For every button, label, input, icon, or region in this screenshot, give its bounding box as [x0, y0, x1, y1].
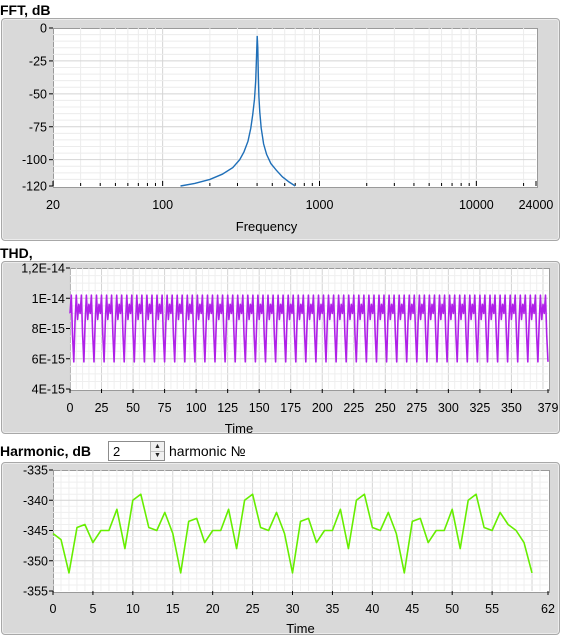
thd-x-tick-label: 0 [67, 401, 74, 415]
spin-down-icon[interactable]: ▼ [154, 452, 161, 459]
thd-series-line [69, 294, 549, 363]
thd-x-tick-label: 100 [186, 401, 207, 415]
thd-x-tick-label: 275 [406, 401, 427, 415]
fft-y-tick-label: 0 [40, 22, 47, 36]
fft-y-tick-label: -50 [29, 87, 47, 101]
harmonic-x-axis-label: Time [286, 621, 314, 635]
harmonic-x-tick-label: 5 [89, 602, 96, 616]
harmonic-y-tick-label: -355 [23, 585, 48, 599]
thd-y-tick-label: 4E-15 [32, 383, 65, 397]
fft-y-tick-label: -75 [29, 120, 47, 134]
harmonic-x-tick-label: 25 [246, 602, 260, 616]
harmonic-x-tick-label: 0 [50, 602, 57, 616]
thd-y-tick-label: 1,2E-14 [21, 262, 65, 276]
harmonic-x-tick-label: 20 [206, 602, 220, 616]
harmonic-x-tick-label: 30 [286, 602, 300, 616]
harmonic-x-tick-label: 15 [166, 602, 180, 616]
thd-x-axis-label: Time [225, 421, 253, 436]
thd-y-tick-label: 8E-15 [32, 322, 65, 336]
thd-x-tick-label: 379 [538, 401, 559, 415]
fft-y-tick-label: -100 [22, 153, 47, 167]
thd-x-tick-label: 350 [501, 401, 522, 415]
fft-x-tick-label: 24000 [519, 198, 554, 212]
harmonic-x-tick-label: 55 [485, 602, 499, 616]
harmonic-y-tick-label: -335 [23, 464, 48, 478]
harmonic-title: Harmonic, dB [0, 443, 92, 459]
thd-x-tick-label: 225 [343, 401, 364, 415]
thd-x-tick-label: 125 [217, 401, 238, 415]
fft-x-tick-label: 10000 [459, 198, 494, 212]
harmonic-x-tick-label: 50 [445, 602, 459, 616]
harmonic-x-tick-label: 35 [325, 602, 339, 616]
harmonic-x-tick-label: 45 [405, 602, 419, 616]
thd-x-tick-label: 75 [158, 401, 172, 415]
thd-x-tick-label: 175 [280, 401, 301, 415]
thd-y-tick-label: 1E-14 [32, 292, 65, 306]
fft-x-tick-label: 20 [46, 198, 60, 212]
thd-x-tick-label: 300 [438, 401, 459, 415]
spin-up-icon[interactable]: ▲ [151, 442, 164, 452]
thd-x-tick-label: 200 [312, 401, 333, 415]
harmonic-series-line [52, 493, 533, 574]
fft-series-line [180, 35, 296, 187]
fft-y-tick-label: -120 [22, 180, 47, 194]
harmonic-number-label: harmonic № [169, 443, 246, 459]
thd-x-tick-label: 150 [249, 401, 270, 415]
thd-x-tick-label: 50 [126, 401, 140, 415]
harmonic-x-tick-label: 10 [126, 602, 140, 616]
thd-x-tick-label: 25 [95, 401, 109, 415]
harmonic-number-spinner[interactable]: ▲ ▼ [150, 442, 164, 460]
thd-y-tick-label: 6E-15 [32, 352, 65, 366]
thd-x-tick-label: 325 [469, 401, 490, 415]
harmonic-number-value[interactable]: 2 [113, 444, 121, 459]
fft-title: FFT, dB [0, 2, 51, 18]
harmonic-y-tick-label: -345 [23, 524, 48, 538]
harmonic-y-tick-label: -340 [23, 494, 48, 508]
harmonic-x-tick-label: 40 [365, 602, 379, 616]
fft-y-tick-label: -25 [29, 54, 47, 68]
harmonic-y-tick-label: -350 [23, 554, 48, 568]
fft-x-axis-label: Frequency [236, 219, 298, 234]
thd-x-tick-label: 250 [375, 401, 396, 415]
harmonic-number-input[interactable]: 2 ▲ ▼ [108, 441, 165, 461]
fft-x-tick-label: 1000 [306, 198, 334, 212]
harmonic-x-tick-label: 62 [541, 602, 555, 616]
thd-title: THD, [0, 245, 33, 261]
fft-x-tick-label: 100 [152, 198, 173, 212]
